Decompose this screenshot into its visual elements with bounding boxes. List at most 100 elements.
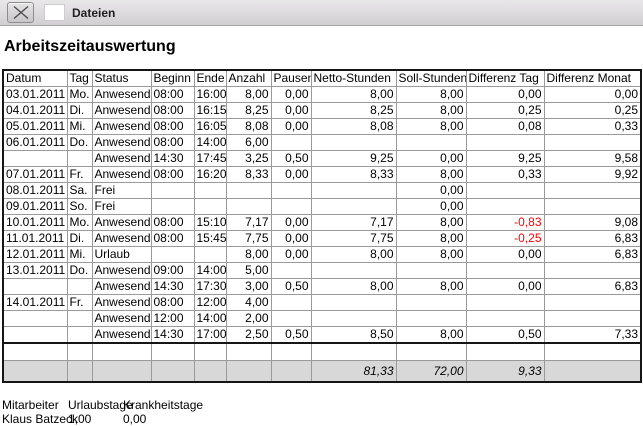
cell-differenz_monat xyxy=(543,310,642,327)
cell-netto_stunden xyxy=(310,134,397,151)
cell-netto_stunden: 8,00 xyxy=(310,246,397,263)
cell-soll_stunden xyxy=(395,262,467,279)
close-icon xyxy=(13,6,29,19)
cell-beginn xyxy=(150,182,195,199)
cell-soll_stunden: 0,00 xyxy=(395,150,467,167)
cell-status: Anwesend xyxy=(91,102,152,119)
cell-datum xyxy=(2,359,68,382)
summary-footer: Mitarbeiter Urlaubstage Krankheitstage K… xyxy=(2,398,643,426)
footer-header-mitarbeiter: Mitarbeiter xyxy=(2,397,59,412)
cell-beginn: 08:00 xyxy=(150,102,195,119)
cell-beginn xyxy=(150,359,195,382)
cell-tag: So. xyxy=(66,198,93,215)
cell-tag: Mi. xyxy=(66,246,93,263)
table-row: 08.01.2011 Sa. Frei 0,00 xyxy=(2,182,642,199)
cell-soll_stunden xyxy=(395,134,467,151)
cell-beginn xyxy=(150,342,195,361)
cell-anzahl: 7,75 xyxy=(225,230,272,247)
table-row: 13.01.2011 Do. Anwesend 09:00 14:00 5,00 xyxy=(2,262,642,279)
cell-status: Anwesend xyxy=(91,118,152,135)
cell-soll_stunden: 8,00 xyxy=(395,214,467,231)
cell-differenz_monat xyxy=(543,182,642,199)
cell-beginn xyxy=(150,246,195,263)
cell-pausen xyxy=(270,342,312,361)
cell-netto_stunden: 8,00 xyxy=(310,86,397,103)
cell-differenz_tag xyxy=(465,182,545,199)
cell-netto_stunden: 8,25 xyxy=(310,102,397,119)
cell-datum xyxy=(2,150,68,167)
dateien-menu-label[interactable]: Dateien xyxy=(72,5,116,20)
cell-soll_stunden: 0,00 xyxy=(395,182,467,199)
cell-datum: 10.01.2011 xyxy=(2,214,68,231)
cell-beginn: 08:00 xyxy=(150,166,195,183)
cell-differenz_tag: -0,83 xyxy=(465,214,545,231)
cell-netto_stunden: 8,33 xyxy=(310,166,397,183)
cell-pausen: 0,50 xyxy=(270,326,312,344)
cell-tag: Di. xyxy=(66,102,93,119)
cell-tag xyxy=(66,326,93,344)
cell-differenz_monat: 6,83 xyxy=(543,278,642,295)
cell-anzahl: 2,50 xyxy=(225,326,272,344)
cell-netto_stunden: 9,25 xyxy=(310,150,397,167)
cell-beginn: 08:00 xyxy=(150,214,195,231)
cell-ende xyxy=(193,198,227,215)
table-row: 11.01.2011 Di. Anwesend 08:00 15:45 7,75 0,00 7… xyxy=(2,230,642,247)
column-header-beginn: Beginn xyxy=(150,69,195,87)
cell-differenz_tag: 0,00 xyxy=(465,278,545,295)
cell-ende xyxy=(193,246,227,263)
table-row: 10.01.2011 Mo. Anwesend 08:00 15:10 7,17 0,00 7… xyxy=(2,214,642,231)
cell-anzahl: 4,00 xyxy=(225,294,272,311)
cell-differenz_monat xyxy=(543,359,642,382)
cell-datum: 13.01.2011 xyxy=(2,262,68,279)
close-button[interactable] xyxy=(7,2,34,23)
cell-differenz_monat: 9,58 xyxy=(543,150,642,167)
footer-value-mitarbeiter: Klaus Batzeck xyxy=(2,411,79,426)
cell-tag: Fr. xyxy=(66,166,93,183)
cell-anzahl: 8,25 xyxy=(225,102,272,119)
cell-pausen xyxy=(270,294,312,311)
cell-soll_stunden xyxy=(395,342,467,361)
cell-anzahl: 5,00 xyxy=(225,262,272,279)
cell-differenz_monat: 9,92 xyxy=(543,166,642,183)
cell-soll_stunden: 8,00 xyxy=(395,86,467,103)
cell-status: Anwesend xyxy=(91,262,152,279)
column-header-tag: Tag xyxy=(66,69,93,87)
cell-differenz_tag: 0,33 xyxy=(465,166,545,183)
cell-beginn: 08:00 xyxy=(150,118,195,135)
cell-anzahl: 2,00 xyxy=(225,310,272,327)
cell-datum xyxy=(2,326,68,344)
column-header-status: Status xyxy=(91,69,152,87)
summary-header-row: Mitarbeiter Urlaubstage Krankheitstage xyxy=(2,398,643,412)
cell-pausen xyxy=(270,310,312,327)
cell-status: Anwesend xyxy=(91,310,152,327)
cell-netto_stunden: 8,00 xyxy=(310,278,397,295)
table-row: Anwesend 14:30 17:00 2,50 0,50 8,50 8,00 0,50 7,… xyxy=(2,326,642,344)
cell-pausen: 0,00 xyxy=(270,230,312,247)
cell-anzahl: 8,08 xyxy=(225,118,272,135)
cell-datum: 05.01.2011 xyxy=(2,118,68,135)
cell-soll_stunden: 8,00 xyxy=(395,246,467,263)
cell-status: Anwesend xyxy=(91,214,152,231)
cell-beginn: 14:30 xyxy=(150,326,195,344)
cell-datum: 08.01.2011 xyxy=(2,182,68,199)
cell-differenz_tag: 0,00 xyxy=(465,246,545,263)
cell-tag: Di. xyxy=(66,230,93,247)
cell-ende: 16:00 xyxy=(193,86,227,103)
table-row: 09.01.2011 So. Frei 0,00 xyxy=(2,198,642,215)
cell-ende: 14:00 xyxy=(193,262,227,279)
cell-beginn: 08:00 xyxy=(150,86,195,103)
cell-pausen: 0,00 xyxy=(270,118,312,135)
cell-netto_stunden: 8,08 xyxy=(310,118,397,135)
cell-soll_stunden: 8,00 xyxy=(395,326,467,344)
cell-status: Anwesend xyxy=(91,278,152,295)
cell-ende: 17:45 xyxy=(193,150,227,167)
cell-netto_stunden xyxy=(310,342,397,361)
cell-datum: 12.01.2011 xyxy=(2,246,68,263)
table-row: 04.01.2011 Di. Anwesend 08:00 16:15 8,25 0,00 8… xyxy=(2,102,642,119)
cell-anzahl xyxy=(225,359,272,382)
cell-status: Anwesend xyxy=(91,134,152,151)
cell-tag xyxy=(66,310,93,327)
file-icon[interactable] xyxy=(44,4,65,21)
cell-soll_stunden: 8,00 xyxy=(395,118,467,135)
cell-status: Anwesend xyxy=(91,150,152,167)
